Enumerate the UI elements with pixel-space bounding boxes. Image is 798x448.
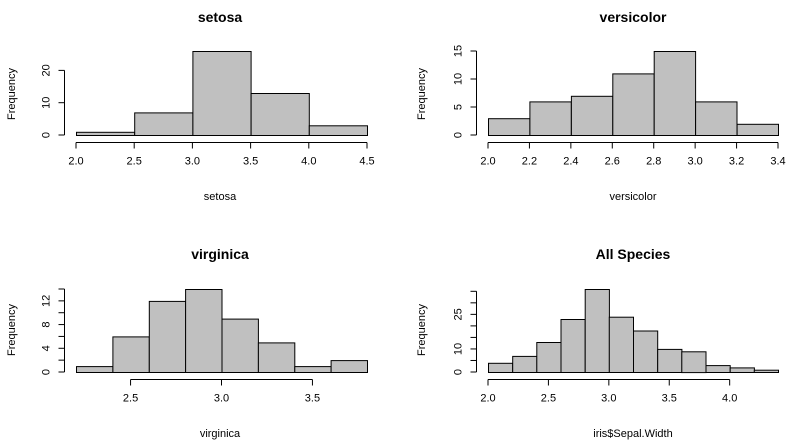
x-tick-label: 3.0 xyxy=(214,393,229,405)
y-axis: 0 10 25 xyxy=(452,290,477,375)
y-axis: 0 10 20 xyxy=(40,64,65,138)
x-tick-label: 4.0 xyxy=(722,393,737,405)
y-axis-label: Frequency xyxy=(6,68,18,120)
histogram-bar xyxy=(633,330,659,373)
x-tick-label: 2.2 xyxy=(522,156,537,168)
bars xyxy=(488,51,779,137)
histogram-bar xyxy=(560,319,586,373)
x-tick-label: 2.6 xyxy=(605,156,620,168)
x-axis-label: versicolor xyxy=(609,191,656,203)
histogram-bar xyxy=(76,131,136,137)
x-axis: 2.0 2.5 3.0 3.5 4.0 xyxy=(480,379,737,405)
x-tick-label: 2.0 xyxy=(68,156,83,168)
histogram-bar xyxy=(753,369,779,374)
x-axis: 2.0 2.5 3.0 3.5 4.0 4.5 xyxy=(68,142,375,168)
histogram-bar xyxy=(112,336,150,373)
histogram-bar xyxy=(488,362,514,373)
x-tick-label: 2.5 xyxy=(123,393,138,405)
y-tick-label: 4 xyxy=(40,345,52,351)
histogram-bar xyxy=(536,342,562,373)
x-axis-label: virginica xyxy=(200,428,241,440)
histogram-bar xyxy=(134,112,194,137)
panel-virginica: virginica virginica Frequency 2.5 3.0 3.5 … xyxy=(6,246,369,440)
x-axis: 2.5 3.0 3.5 xyxy=(123,379,320,405)
panel-title: virginica xyxy=(191,246,249,262)
histogram-bar xyxy=(257,342,296,373)
histogram-bar xyxy=(608,316,634,374)
histogram-bar xyxy=(705,365,731,374)
x-tick-label: 3.5 xyxy=(243,156,258,168)
bars xyxy=(76,289,369,374)
x-tick-label: 3.5 xyxy=(305,393,320,405)
panel-title: setosa xyxy=(198,9,243,25)
histogram-bar xyxy=(736,123,779,137)
x-tick-label: 2.0 xyxy=(480,156,495,168)
x-tick-label: 4.5 xyxy=(359,156,374,168)
x-tick-label: 3.0 xyxy=(687,156,702,168)
y-tick-label: 12 xyxy=(40,295,52,307)
y-tick-label: 8 xyxy=(40,322,52,328)
histogram-bar xyxy=(294,366,332,374)
histogram-bar xyxy=(512,355,538,373)
histogram-bar xyxy=(681,351,707,374)
x-axis: 2.0 2.2 2.4 2.6 2.8 3.0 3.2 3.4 xyxy=(480,142,786,168)
y-axis-label: Frequency xyxy=(416,68,428,120)
histogram-bar xyxy=(612,73,655,136)
y-tick-label: 10 xyxy=(40,97,52,109)
y-tick-label: 15 xyxy=(452,45,464,57)
y-tick-label: 0 xyxy=(40,369,52,375)
histogram-bar xyxy=(488,118,531,136)
histogram-bar xyxy=(221,318,259,374)
x-tick-label: 2.4 xyxy=(563,156,578,168)
y-axis: 0 5 10 15 xyxy=(452,45,477,138)
histogram-bar xyxy=(192,51,252,136)
y-tick-label: 10 xyxy=(452,73,464,85)
y-axis-label: Frequency xyxy=(416,304,428,356)
x-axis-label: setosa xyxy=(204,191,237,203)
x-tick-label: 3.5 xyxy=(662,393,677,405)
x-tick-label: 4.0 xyxy=(301,156,316,168)
x-axis-label: iris$Sepal.Width xyxy=(593,428,672,440)
y-tick-label: 25 xyxy=(452,308,464,320)
histogram-bar xyxy=(308,125,368,137)
panel-all-species: All Species iris$Sepal.Width Frequency 2… xyxy=(416,246,779,440)
histogram-bar xyxy=(653,51,697,136)
y-tick-label: 0 xyxy=(452,369,464,375)
y-tick-label: 0 xyxy=(40,132,52,138)
histogram-bar xyxy=(529,101,572,136)
panel-title: All Species xyxy=(596,246,671,262)
x-tick-label: 3.0 xyxy=(185,156,200,168)
bars xyxy=(488,289,779,374)
y-tick-label: 5 xyxy=(452,104,464,110)
histogram-bar xyxy=(695,101,738,136)
y-tick-label: 0 xyxy=(452,132,464,138)
x-tick-label: 3.4 xyxy=(770,156,785,168)
panel-setosa: setosa setosa Frequency 2.0 2.5 3.0 3.5 4.0 4… xyxy=(6,9,375,203)
histogram-bar xyxy=(657,348,683,373)
histogram-bar xyxy=(250,93,310,136)
histogram-bar xyxy=(729,367,755,373)
y-tick-label: 10 xyxy=(452,343,464,355)
histogram-bar xyxy=(330,360,369,374)
bars xyxy=(76,51,368,137)
x-tick-label: 2.8 xyxy=(646,156,661,168)
panel-versicolor: versicolor versicolor Frequency 2.0 2.2 2.… xyxy=(416,9,786,203)
x-tick-label: 2.5 xyxy=(541,393,556,405)
y-axis-label: Frequency xyxy=(6,304,18,356)
x-tick-label: 2.0 xyxy=(480,393,495,405)
histogram-bar xyxy=(584,289,610,373)
histogram-bar xyxy=(148,300,187,373)
y-tick-label: 20 xyxy=(40,64,52,76)
y-axis: 0 4 8 12 xyxy=(40,288,65,375)
histogram-bar xyxy=(570,95,614,137)
x-tick-label: 2.5 xyxy=(127,156,142,168)
x-tick-label: 3.2 xyxy=(729,156,744,168)
panel-title: versicolor xyxy=(600,9,667,25)
histogram-bar xyxy=(185,289,223,373)
x-tick-label: 3.0 xyxy=(601,393,616,405)
histogram-bar xyxy=(76,366,114,374)
